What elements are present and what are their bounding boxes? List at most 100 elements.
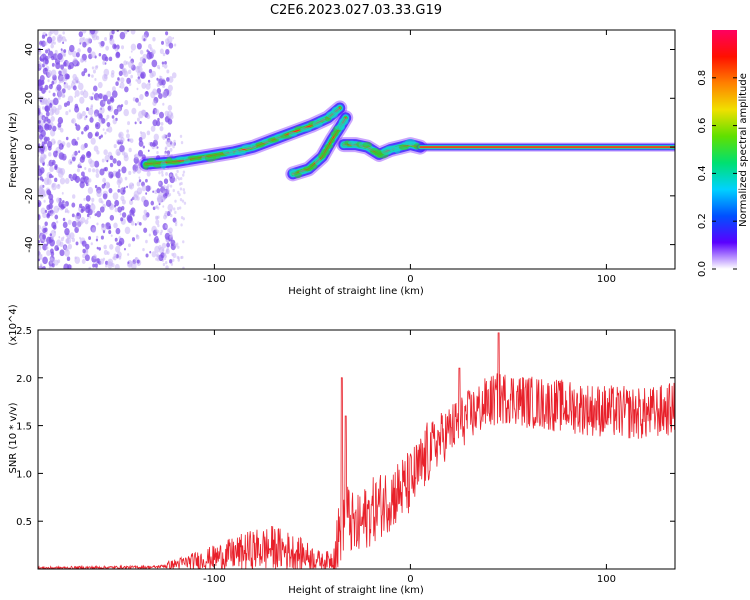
noise-dot bbox=[74, 95, 77, 98]
noise-dot bbox=[103, 149, 108, 156]
noise-dot bbox=[42, 256, 48, 265]
noise-dot bbox=[57, 116, 64, 124]
noise-dot bbox=[174, 199, 177, 203]
noise-dot bbox=[161, 195, 164, 200]
noise-dot bbox=[39, 167, 45, 174]
noise-dot bbox=[56, 84, 62, 92]
spectrogram-y-axis-title: Frequency (Hz) bbox=[8, 112, 19, 188]
noise-dot bbox=[83, 68, 88, 73]
noise-dot bbox=[88, 236, 92, 240]
noise-dot bbox=[174, 210, 177, 214]
noise-dot bbox=[91, 197, 95, 202]
noise-dot bbox=[40, 145, 45, 152]
ridge-blob bbox=[250, 142, 257, 149]
noise-dot bbox=[100, 134, 103, 138]
noise-dot bbox=[142, 145, 145, 149]
noise-dot bbox=[120, 217, 124, 222]
noise-dot bbox=[53, 259, 59, 266]
noise-dot bbox=[51, 56, 55, 61]
noise-dot bbox=[62, 236, 65, 239]
noise-dot bbox=[182, 188, 185, 192]
noise-dot bbox=[90, 242, 93, 246]
noise-dot bbox=[57, 89, 64, 98]
noise-dot bbox=[136, 65, 140, 70]
noise-dot bbox=[71, 213, 75, 218]
noise-dot bbox=[160, 122, 164, 126]
noise-dot bbox=[179, 176, 183, 181]
noise-dot bbox=[159, 75, 163, 80]
noise-dot bbox=[175, 173, 178, 177]
noise-dot bbox=[46, 204, 51, 211]
noise-dot bbox=[96, 189, 102, 198]
noise-dot bbox=[166, 242, 170, 248]
noise-dot bbox=[71, 118, 76, 124]
noise-dot bbox=[63, 49, 67, 53]
noise-dot bbox=[136, 87, 139, 91]
noise-dot bbox=[51, 221, 57, 229]
noise-dot bbox=[139, 49, 144, 55]
noise-dot bbox=[155, 145, 158, 149]
noise-dot bbox=[91, 66, 95, 70]
noise-dot bbox=[164, 224, 168, 229]
noise-dot bbox=[161, 242, 167, 249]
noise-dot bbox=[65, 73, 70, 80]
noise-dot bbox=[126, 61, 129, 65]
noise-dot bbox=[141, 109, 147, 117]
noise-dot bbox=[156, 87, 162, 94]
noise-dot bbox=[98, 41, 101, 45]
noise-dot bbox=[89, 30, 96, 35]
colorbar-tick-label: 0.6 bbox=[697, 118, 708, 134]
noise-dot bbox=[93, 145, 99, 152]
spectrogram-y-tick-label: -20 bbox=[24, 188, 35, 204]
noise-dot bbox=[98, 247, 101, 251]
noise-dot bbox=[59, 75, 65, 84]
noise-dot bbox=[48, 152, 52, 157]
noise-dot bbox=[41, 40, 46, 47]
noise-dot bbox=[116, 242, 119, 246]
spectrogram-frame bbox=[37, 29, 676, 270]
noise-dot bbox=[162, 102, 165, 106]
noise-dot bbox=[180, 223, 183, 227]
noise-dot bbox=[129, 56, 132, 59]
noise-dot bbox=[82, 248, 86, 254]
noise-dot bbox=[167, 132, 172, 138]
noise-dot bbox=[168, 76, 174, 83]
noise-dot bbox=[66, 256, 71, 262]
noise-dot bbox=[58, 167, 63, 174]
noise-dot bbox=[180, 141, 184, 145]
noise-dot bbox=[136, 117, 140, 122]
noise-dot bbox=[166, 77, 170, 82]
noise-dot bbox=[105, 117, 108, 121]
noise-dot bbox=[123, 154, 129, 162]
noise-dot bbox=[64, 210, 67, 214]
noise-dot bbox=[167, 104, 173, 111]
noise-dot bbox=[138, 140, 144, 147]
noise-dot bbox=[163, 253, 167, 257]
noise-dot bbox=[59, 177, 66, 185]
noise-dot bbox=[51, 182, 57, 191]
noise-dot bbox=[94, 263, 98, 268]
noise-dot bbox=[162, 52, 166, 57]
noise-dot bbox=[94, 113, 98, 118]
noise-dot bbox=[82, 175, 86, 180]
noise-dot bbox=[76, 168, 80, 173]
ridge-blob bbox=[300, 127, 312, 132]
noise-dot bbox=[86, 107, 89, 112]
noise-dot bbox=[183, 191, 186, 195]
noise-dot bbox=[148, 68, 153, 74]
noise-dot bbox=[162, 205, 165, 208]
noise-dot bbox=[38, 165, 41, 170]
noise-dot bbox=[72, 194, 76, 199]
noise-dot bbox=[96, 222, 99, 226]
noise-dot bbox=[145, 185, 151, 192]
noise-dot bbox=[106, 99, 111, 105]
noise-dot bbox=[115, 171, 121, 179]
noise-dot bbox=[172, 36, 175, 40]
spectrogram-y-tick-label: -40 bbox=[24, 236, 35, 252]
noise-dot bbox=[139, 56, 144, 62]
noise-dot bbox=[139, 93, 144, 100]
noise-dot bbox=[145, 91, 149, 95]
noise-dot bbox=[39, 176, 43, 181]
noise-dot bbox=[92, 168, 96, 173]
noise-dot bbox=[151, 49, 156, 55]
